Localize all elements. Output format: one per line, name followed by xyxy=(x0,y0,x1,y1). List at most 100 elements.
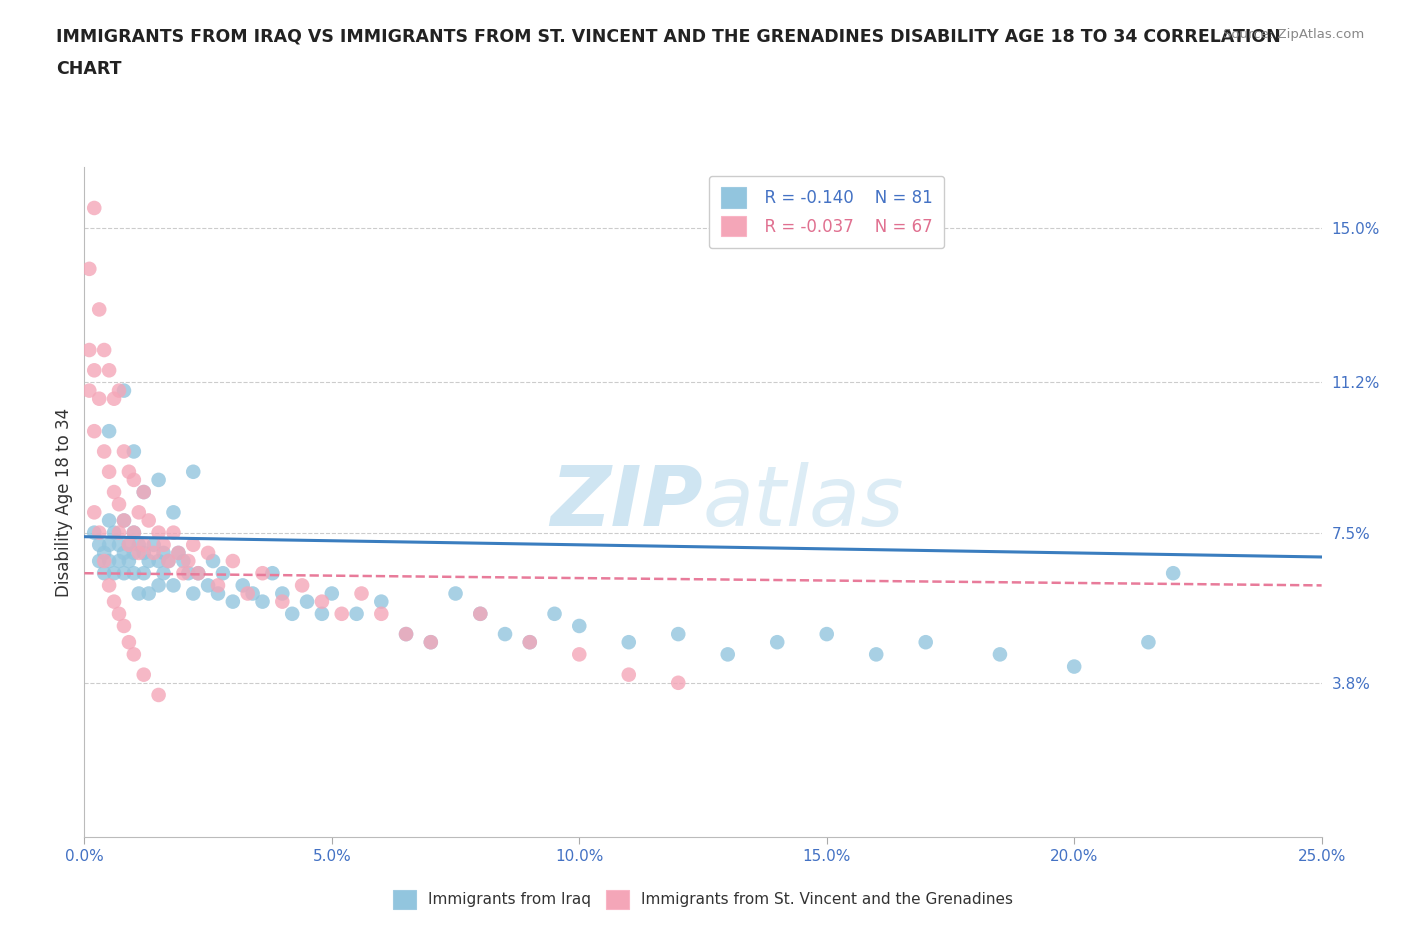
Point xyxy=(157,553,180,568)
Point xyxy=(242,586,264,601)
Point xyxy=(181,586,204,601)
Text: ZIP: ZIP xyxy=(550,461,703,543)
Point xyxy=(118,464,141,479)
Point xyxy=(89,538,111,552)
Point xyxy=(103,525,125,540)
Point xyxy=(112,618,135,633)
Point xyxy=(108,538,131,552)
Point xyxy=(132,485,155,499)
Point xyxy=(79,342,101,357)
Point xyxy=(271,586,294,601)
Point xyxy=(122,525,145,540)
Point xyxy=(118,553,141,568)
Point xyxy=(543,606,565,621)
Point xyxy=(395,627,418,642)
Point xyxy=(122,647,145,662)
Point xyxy=(93,553,115,568)
Point xyxy=(98,424,121,439)
Point xyxy=(252,594,274,609)
Point xyxy=(132,485,155,499)
Point xyxy=(142,538,165,552)
Point xyxy=(281,606,304,621)
Point xyxy=(321,586,343,601)
Point xyxy=(132,667,155,682)
Point xyxy=(1137,635,1160,650)
Point xyxy=(122,444,145,458)
Point xyxy=(212,565,235,580)
Point xyxy=(177,553,200,568)
Point xyxy=(138,553,160,568)
Point xyxy=(988,647,1011,662)
Point xyxy=(148,553,170,568)
Point xyxy=(83,424,105,439)
Point xyxy=(132,538,155,552)
Point xyxy=(93,546,115,561)
Point xyxy=(108,497,131,512)
Point xyxy=(395,627,418,642)
Point xyxy=(717,647,740,662)
Point xyxy=(181,464,204,479)
Point xyxy=(128,586,150,601)
Point xyxy=(187,565,209,580)
Point xyxy=(132,546,155,561)
Point xyxy=(128,546,150,561)
Point xyxy=(148,525,170,540)
Point xyxy=(207,578,229,592)
Point xyxy=(128,538,150,552)
Point xyxy=(122,472,145,487)
Point xyxy=(122,565,145,580)
Point xyxy=(142,546,165,561)
Point xyxy=(108,553,131,568)
Point xyxy=(162,525,184,540)
Y-axis label: Disability Age 18 to 34: Disability Age 18 to 34 xyxy=(55,407,73,597)
Point xyxy=(330,606,353,621)
Point xyxy=(89,302,111,317)
Point xyxy=(89,392,111,406)
Point xyxy=(494,627,516,642)
Point xyxy=(122,525,145,540)
Point xyxy=(291,578,314,592)
Point xyxy=(350,586,373,601)
Point xyxy=(93,565,115,580)
Point xyxy=(370,606,392,621)
Point xyxy=(187,565,209,580)
Point xyxy=(197,578,219,592)
Point xyxy=(118,635,141,650)
Point xyxy=(118,538,141,552)
Point xyxy=(617,667,640,682)
Point xyxy=(295,594,318,609)
Point xyxy=(103,485,125,499)
Point xyxy=(766,635,789,650)
Point xyxy=(83,505,105,520)
Point xyxy=(148,687,170,702)
Point xyxy=(914,635,936,650)
Point xyxy=(232,578,254,592)
Point xyxy=(112,444,135,458)
Point xyxy=(568,647,591,662)
Text: Source: ZipAtlas.com: Source: ZipAtlas.com xyxy=(1223,28,1364,41)
Point xyxy=(162,578,184,592)
Point xyxy=(83,525,105,540)
Point xyxy=(519,635,541,650)
Point xyxy=(83,363,105,378)
Point xyxy=(138,513,160,528)
Point xyxy=(112,546,135,561)
Text: CHART: CHART xyxy=(56,60,122,78)
Point xyxy=(93,444,115,458)
Text: atlas: atlas xyxy=(703,461,904,543)
Point xyxy=(167,546,190,561)
Point xyxy=(112,513,135,528)
Point xyxy=(311,606,333,621)
Point xyxy=(79,261,101,276)
Point xyxy=(152,538,174,552)
Point xyxy=(197,546,219,561)
Point xyxy=(103,565,125,580)
Point xyxy=(89,525,111,540)
Point xyxy=(1063,659,1085,674)
Point xyxy=(470,606,492,621)
Point xyxy=(108,606,131,621)
Point xyxy=(108,383,131,398)
Point xyxy=(222,594,245,609)
Point xyxy=(98,553,121,568)
Point xyxy=(419,635,441,650)
